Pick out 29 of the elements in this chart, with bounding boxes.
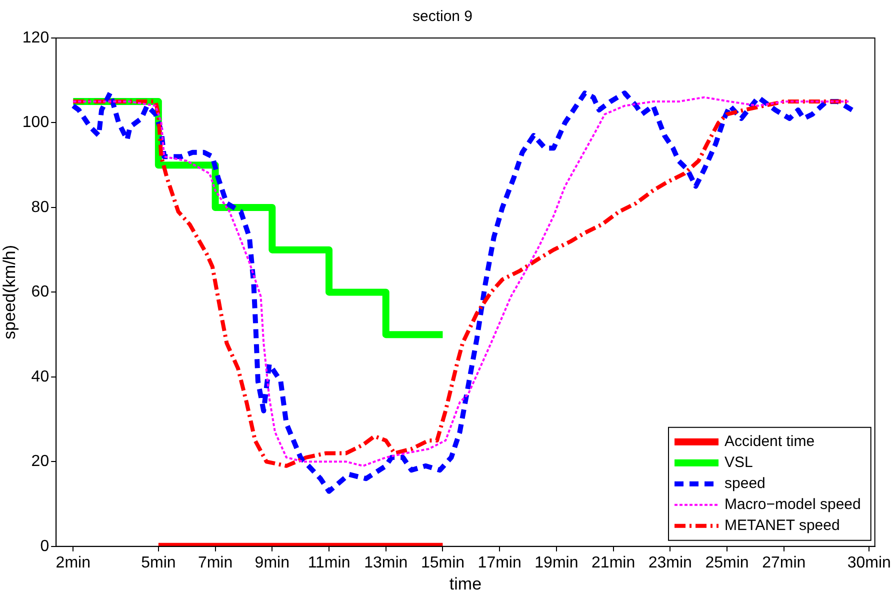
chart-title: section 9: [412, 8, 473, 26]
x-tick-label: 11min: [308, 554, 350, 572]
y-tick-label: 60: [31, 284, 50, 301]
x-tick-label: 23min: [648, 554, 692, 572]
y-tick-label: 20: [31, 453, 50, 470]
y-axis-title: speed(km/h): [0, 244, 19, 340]
y-tick-label: 120: [22, 29, 50, 46]
x-axis-title: time: [449, 574, 482, 594]
x-tick-label: 27min: [762, 554, 806, 572]
x-tick-label: 19min: [534, 554, 578, 572]
x-tick-label: 25min: [705, 554, 749, 572]
y-tick-label: 100: [22, 114, 50, 132]
legend-label: Accident time: [724, 433, 815, 450]
x-tick-label: 7min: [198, 554, 233, 572]
x-tick-label: 13min: [364, 554, 408, 572]
x-tick-label: 9min: [254, 554, 290, 572]
y-tick-label: 40: [31, 368, 50, 386]
x-tick-label: 2min: [56, 554, 90, 572]
x-tick-label: 17min: [478, 554, 522, 572]
legend-label: METANET speed: [724, 517, 840, 534]
y-tick-label: 0: [40, 538, 50, 555]
x-tick-label: 5min: [141, 554, 176, 572]
legend-label: VSL: [724, 454, 753, 472]
x-tick-label: 21min: [592, 554, 636, 572]
x-tick-label: 15min: [420, 554, 465, 572]
y-tick-label: 80: [31, 198, 50, 216]
legend-label: speed: [724, 475, 766, 492]
x-tick-label: 30min: [847, 554, 891, 572]
legend-label: Macro−model speed: [724, 496, 861, 514]
